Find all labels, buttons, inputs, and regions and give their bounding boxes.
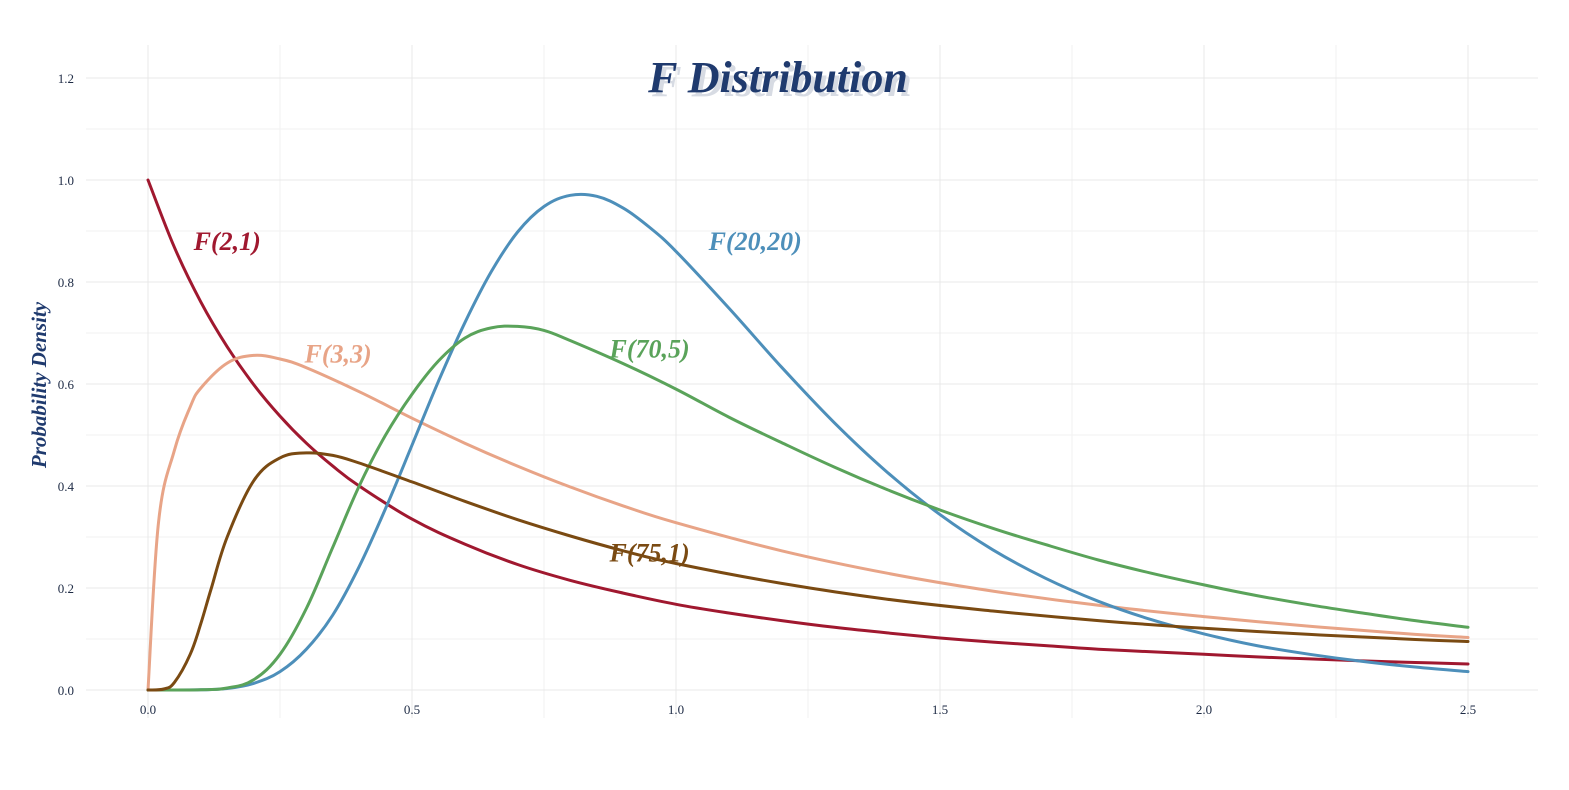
minor-gridlines [86, 45, 1538, 718]
series-curves [146, 178, 1470, 692]
label-f-70-5: F(70,5) [609, 334, 690, 363]
y-tick-label: 0.0 [58, 683, 74, 698]
label-f-75-1: F(75,1) [609, 538, 690, 567]
x-tick-label: 0.5 [404, 702, 420, 717]
x-tick-label: 2.5 [1460, 702, 1476, 717]
curve-f-70-5 [146, 324, 1470, 692]
label-f-20-20: F(20,20) [708, 227, 802, 256]
x-axis-tick-labels: 0.0 0.5 1.0 1.5 2.0 2.5 [140, 702, 1476, 717]
y-tick-label: 1.2 [58, 71, 74, 86]
y-tick-label: 0.6 [58, 377, 75, 392]
y-tick-label: 0.4 [58, 479, 75, 494]
curve-f-2-1 [146, 178, 1470, 666]
x-tick-label: 0.0 [140, 702, 156, 717]
curve-f-75-1 [146, 451, 1470, 692]
y-tick-label: 1.0 [58, 173, 74, 188]
y-tick-label: 0.8 [58, 275, 74, 290]
x-tick-label: 2.0 [1196, 702, 1212, 717]
y-axis-label: Probability Density [27, 301, 51, 469]
chart-title: F Distribution [647, 53, 908, 102]
curve-f-20-20 [146, 192, 1470, 692]
chart-title-shadow: F Distribution [651, 57, 912, 106]
major-gridlines [86, 45, 1538, 718]
x-tick-label: 1.0 [668, 702, 684, 717]
label-f-3-3: F(3,3) [303, 339, 371, 368]
y-axis-tick-labels: 0.0 0.2 0.4 0.6 0.8 1.0 1.2 [58, 71, 75, 698]
curve-f-3-3 [146, 353, 1470, 692]
y-tick-label: 0.2 [58, 581, 74, 596]
series-labels: F(2,1) F(3,3) F(20,20) F(70,5) F(75,1) [193, 227, 802, 567]
x-tick-label: 1.5 [932, 702, 948, 717]
label-f-2-1: F(2,1) [193, 227, 261, 256]
